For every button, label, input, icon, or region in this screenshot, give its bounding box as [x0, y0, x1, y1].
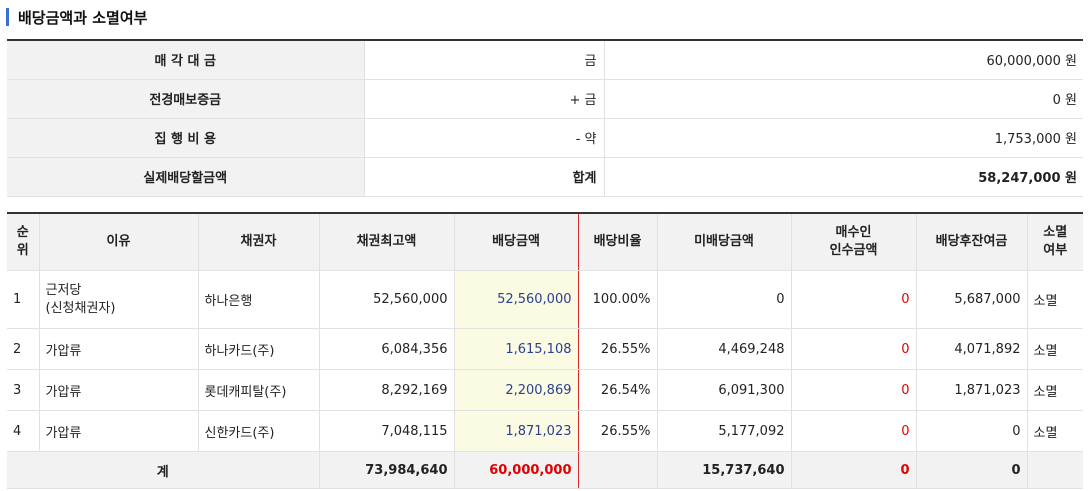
cell-remainder: 0: [916, 410, 1028, 452]
cell-reason: 가압류: [39, 328, 199, 370]
cell-creditor: 롯데캐피탈(주): [198, 369, 320, 411]
header-extinction: 소멸 여부: [1027, 213, 1083, 271]
cell-dividend: 52,560,000: [453, 270, 579, 329]
cell-unpaid: 5,177,092: [657, 410, 792, 452]
cell-buyer-assumed: 0: [791, 369, 917, 411]
summary-amount: 1,753,000 원: [604, 118, 1083, 158]
header-buyer-assumed: 매수인 인수금액: [791, 213, 917, 271]
cell-ratio: 26.55%: [578, 328, 658, 370]
cell-buyer-assumed: 0: [791, 410, 917, 452]
cell-buyer-assumed: 0: [791, 328, 917, 370]
cell-rank: 2: [7, 328, 40, 370]
section-title: 배당금액과 소멸여부: [6, 6, 147, 28]
cell-extinction: 소멸: [1027, 369, 1083, 411]
cell-dividend: 1,615,108: [453, 328, 579, 370]
total-ratio-empty: [578, 451, 658, 489]
header-unpaid: 미배당금액: [657, 213, 792, 271]
cell-max-claim: 7,048,115: [319, 410, 455, 452]
cell-ratio: 100.00%: [578, 270, 658, 329]
header-max-claim: 채권최고액: [319, 213, 455, 271]
cell-rank: 4: [7, 410, 40, 452]
total-remainder: 0: [916, 451, 1028, 489]
cell-max-claim: 52,560,000: [319, 270, 455, 329]
total-label: 계: [7, 451, 320, 489]
table-row: 4 가압류 신한카드(주) 7,048,115 1,871,023 26.55%…: [7, 410, 1083, 452]
section-title-text: 배당금액과 소멸여부: [18, 8, 148, 27]
cell-reason: 근저당 (신청채권자): [39, 270, 199, 329]
summary-sign: 합계: [364, 157, 605, 197]
summary-sign: 금: [364, 40, 605, 80]
summary-total-row: 실제배당할금액 합계 58,247,000 원: [7, 157, 1083, 197]
header-remainder: 배당후잔여금: [916, 213, 1028, 271]
header-creditor: 채권자: [198, 213, 320, 271]
cell-creditor: 신한카드(주): [198, 410, 320, 452]
cell-remainder: 5,687,000: [916, 270, 1028, 329]
cell-max-claim: 8,292,169: [319, 369, 455, 411]
table-row: 3 가압류 롯데캐피탈(주) 8,292,169 2,200,869 26.54…: [7, 369, 1083, 411]
summary-label: 집 행 비 용: [7, 118, 365, 158]
table-row: 1 근저당 (신청채권자) 하나은행 52,560,000 52,560,000 …: [7, 270, 1083, 329]
cell-reason: 가압류: [39, 410, 199, 452]
cell-max-claim: 6,084,356: [319, 328, 455, 370]
cell-unpaid: 4,469,248: [657, 328, 792, 370]
cell-dividend: 1,871,023: [453, 410, 579, 452]
header-dividend: 배당금액: [453, 213, 579, 271]
cell-creditor: 하나카드(주): [198, 328, 320, 370]
summary-amount: 60,000,000 원: [604, 40, 1083, 80]
cell-extinction: 소멸: [1027, 270, 1083, 329]
total-buyer-assumed: 0: [791, 451, 917, 489]
cell-dividend: 2,200,869: [453, 369, 579, 411]
table-row: 2 가압류 하나카드(주) 6,084,356 1,615,108 26.55%…: [7, 328, 1083, 370]
cell-remainder: 1,871,023: [916, 369, 1028, 411]
total-unpaid: 15,737,640: [657, 451, 792, 489]
cell-extinction: 소멸: [1027, 328, 1083, 370]
header-reason: 이유: [39, 213, 199, 271]
summary-label: 매 각 대 금: [7, 40, 365, 80]
summary-row: 집 행 비 용 - 약 1,753,000 원: [7, 118, 1083, 158]
cell-buyer-assumed: 0: [791, 270, 917, 329]
summary-label: 실제배당할금액: [7, 157, 365, 197]
summary-row: 전경매보증금 + 금 0 원: [7, 79, 1083, 119]
table-total-row: 계 73,984,640 60,000,000 15,737,640 0 0: [7, 451, 1083, 489]
cell-ratio: 26.54%: [578, 369, 658, 411]
cell-extinction: 소멸: [1027, 410, 1083, 452]
summary-row: 매 각 대 금 금 60,000,000 원: [7, 40, 1083, 80]
header-ratio: 배당비율: [578, 213, 658, 271]
cell-rank: 1: [7, 270, 40, 329]
total-extinction-empty: [1027, 451, 1083, 489]
title-accent-bar: [6, 8, 9, 26]
cell-unpaid: 0: [657, 270, 792, 329]
summary-sign: + 금: [364, 79, 605, 119]
summary-amount: 58,247,000 원: [604, 157, 1083, 197]
summary-label: 전경매보증금: [7, 79, 365, 119]
cell-creditor: 하나은행: [198, 270, 320, 329]
cell-rank: 3: [7, 369, 40, 411]
summary-table: 매 각 대 금 금 60,000,000 원 전경매보증금 + 금 0 원 집 …: [7, 39, 1083, 197]
summary-sign: - 약: [364, 118, 605, 158]
cell-unpaid: 6,091,300: [657, 369, 792, 411]
total-dividend: 60,000,000: [453, 451, 579, 489]
cell-remainder: 4,071,892: [916, 328, 1028, 370]
summary-amount: 0 원: [604, 79, 1083, 119]
cell-reason: 가압류: [39, 369, 199, 411]
total-max-claim: 73,984,640: [319, 451, 455, 489]
cell-ratio: 26.55%: [578, 410, 658, 452]
